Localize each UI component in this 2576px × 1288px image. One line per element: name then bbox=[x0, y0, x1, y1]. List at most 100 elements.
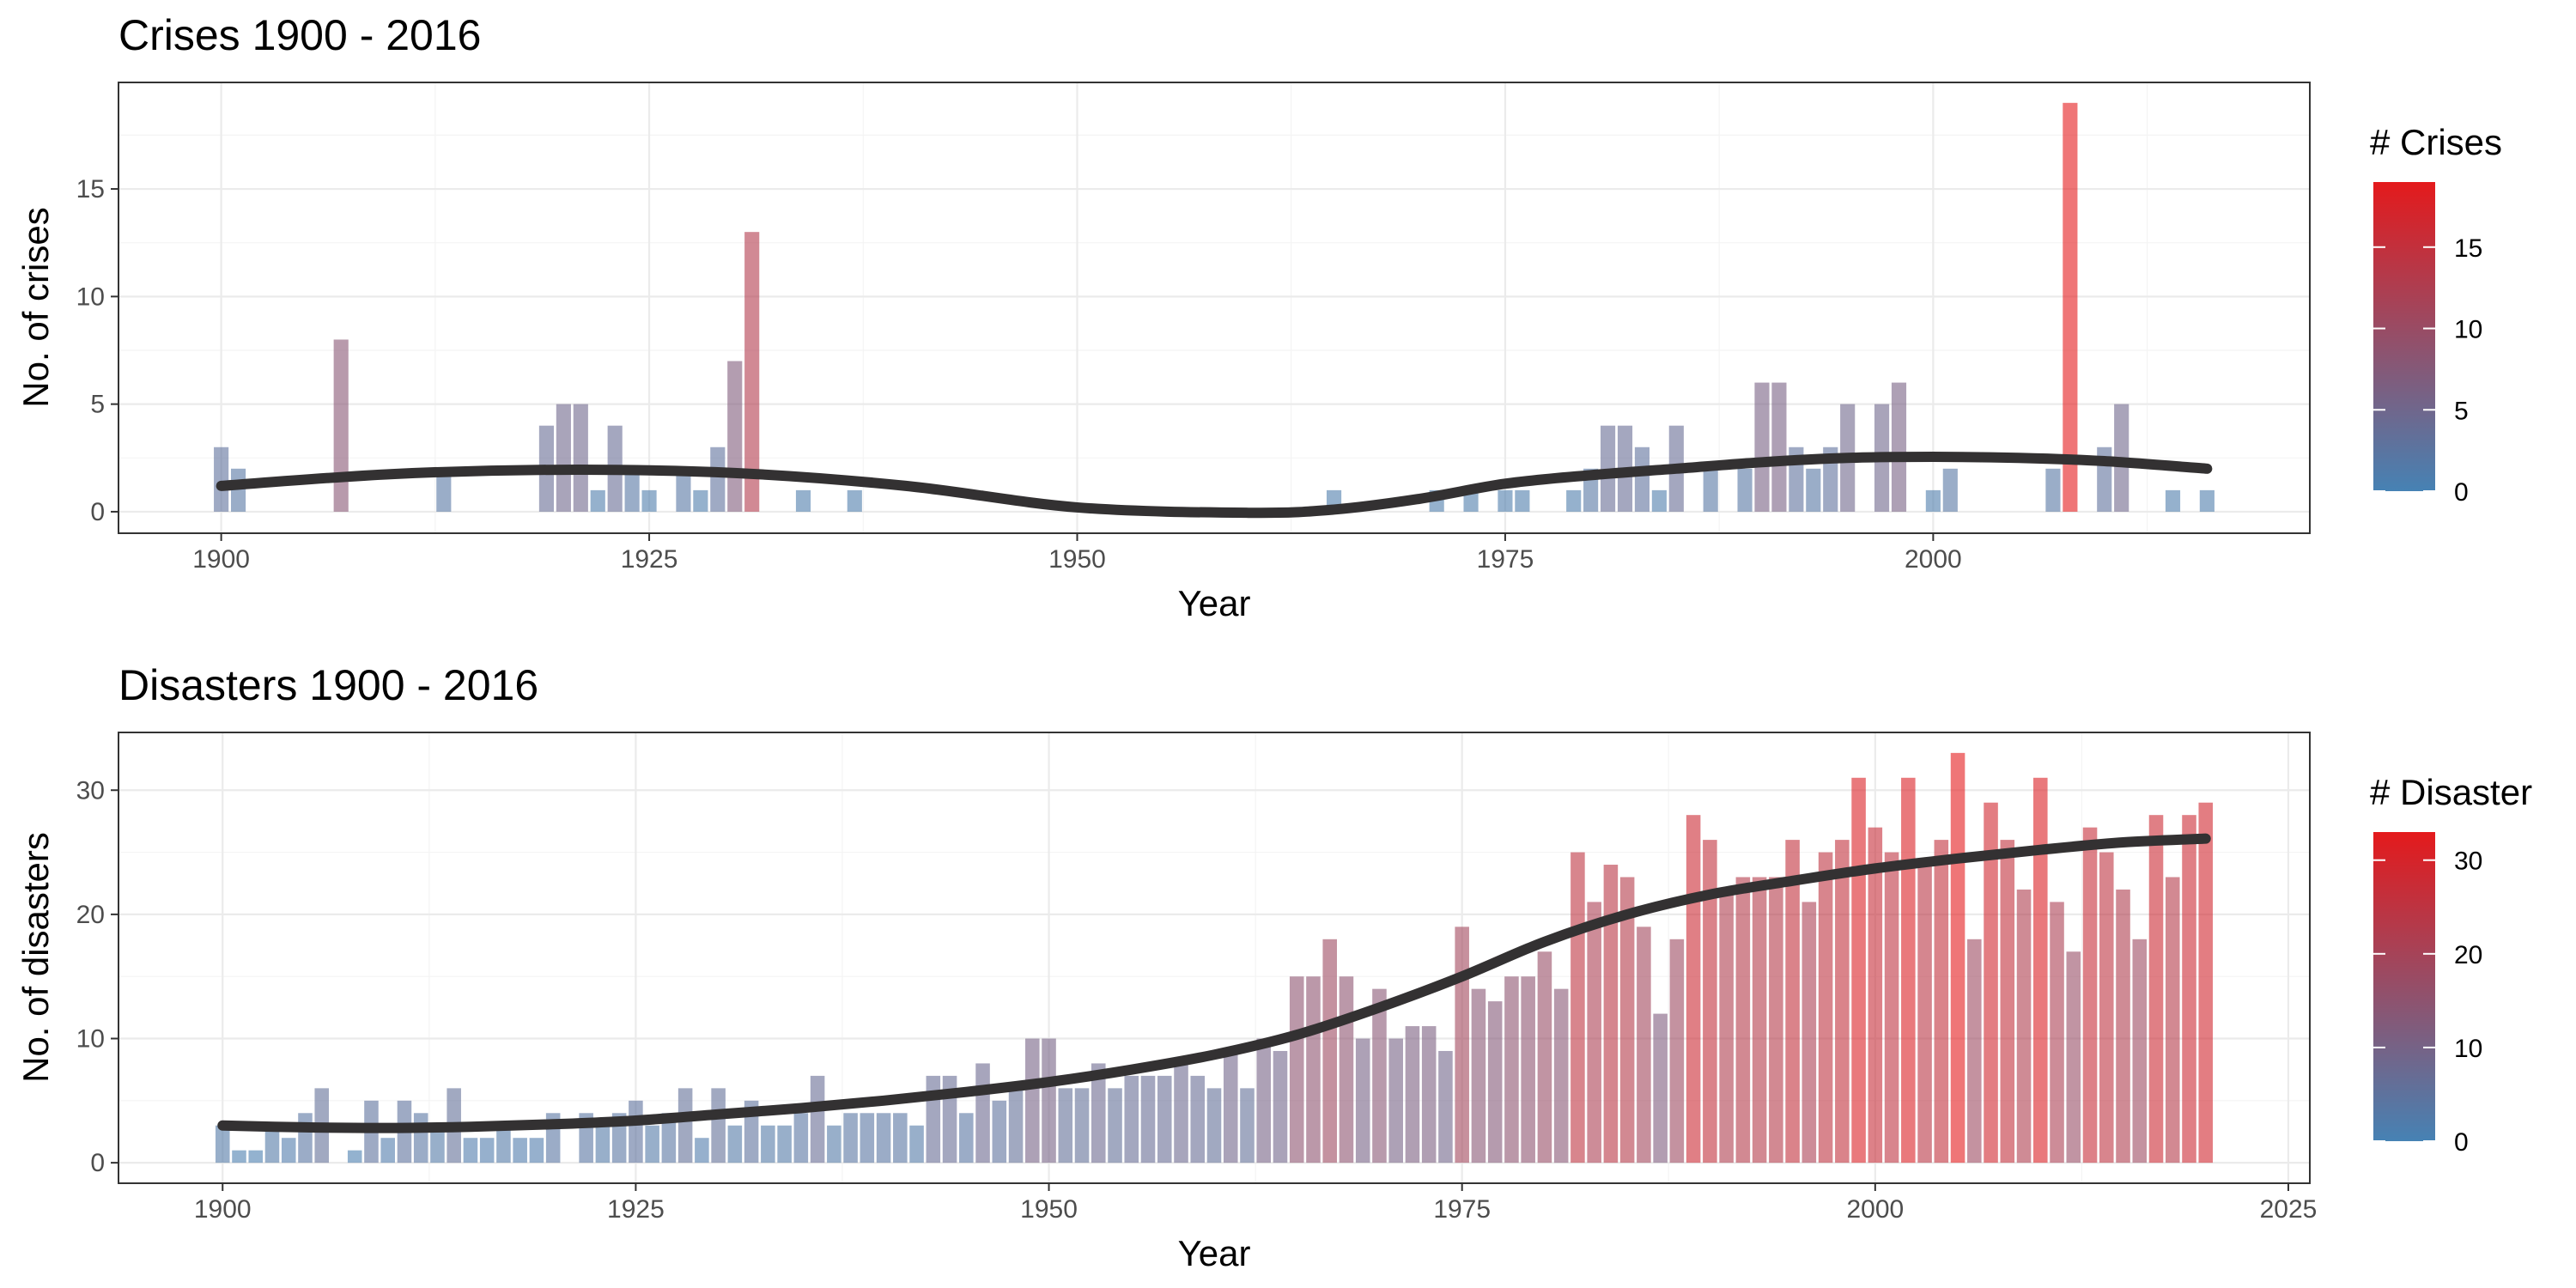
disasters-bar bbox=[1223, 1050, 1238, 1163]
disasters-bar bbox=[1421, 1026, 1437, 1163]
disasters-bar bbox=[1801, 902, 1817, 1163]
disasters-bar bbox=[1405, 1026, 1420, 1163]
disasters-bar bbox=[1521, 976, 1535, 1163]
disasters-bar bbox=[529, 1138, 544, 1163]
crises-bar bbox=[333, 339, 349, 512]
crises-x-axis: 1900 1925 1950 1975 2000 bbox=[192, 533, 1962, 574]
crises-x-tick-label: 1950 bbox=[1048, 545, 1106, 574]
crises-bar bbox=[693, 489, 708, 512]
crises-chart: Crises 1900 - 2016 1900 1925 1950 1975 2000 … bbox=[15, 11, 2502, 623]
disasters-bar bbox=[1140, 1075, 1156, 1163]
disasters-bar bbox=[1619, 877, 1635, 1163]
disasters-bar bbox=[1967, 939, 1982, 1163]
disasters-bar bbox=[1537, 951, 1552, 1163]
crises-bar bbox=[727, 361, 743, 512]
disasters-bar bbox=[1950, 752, 1965, 1163]
disasters-y-tick-label: 30 bbox=[76, 776, 105, 805]
disasters-bar bbox=[1669, 939, 1685, 1163]
crises-y-axis: 0 5 10 15 bbox=[76, 175, 118, 526]
disasters-y-axis: 0 10 20 30 bbox=[76, 776, 118, 1177]
disasters-bar bbox=[1074, 1088, 1090, 1163]
crises-bar bbox=[1771, 382, 1787, 512]
crises-bar bbox=[573, 404, 588, 512]
disasters-bar bbox=[677, 1088, 693, 1163]
disasters-bar bbox=[1206, 1088, 1222, 1163]
disasters-bar bbox=[2050, 902, 2064, 1163]
crises-bar bbox=[1737, 468, 1753, 512]
crises-bar bbox=[1651, 489, 1667, 512]
disasters-x-tick-label: 1900 bbox=[194, 1195, 252, 1224]
crises-bar bbox=[641, 489, 657, 512]
disasters-y-tick-label: 10 bbox=[76, 1025, 105, 1054]
disasters-bar bbox=[264, 1125, 280, 1163]
crises-y-tick-label: 0 bbox=[90, 498, 105, 526]
disasters-bar bbox=[430, 1125, 445, 1163]
disasters-bar bbox=[1571, 852, 1585, 1163]
crises-bar bbox=[2165, 489, 2181, 512]
disasters-bar bbox=[1785, 840, 1800, 1163]
disasters-bar bbox=[761, 1125, 775, 1163]
crises-legend-label: 0 bbox=[2454, 478, 2469, 507]
disasters-bar bbox=[1058, 1088, 1073, 1163]
disasters-bar bbox=[1455, 927, 1469, 1163]
disasters-bar bbox=[1917, 865, 1932, 1163]
disasters-bar bbox=[1637, 927, 1651, 1163]
crises-bar bbox=[2199, 489, 2215, 512]
disasters-bar bbox=[595, 1125, 611, 1163]
disasters-bar bbox=[1553, 988, 1569, 1163]
disasters-bar bbox=[727, 1125, 743, 1163]
crises-bar bbox=[214, 447, 229, 512]
disasters-bar bbox=[2198, 802, 2214, 1163]
disasters-x-axis-title: Year bbox=[1178, 1233, 1251, 1273]
disasters-bar bbox=[1471, 988, 1486, 1163]
crises-bars bbox=[214, 102, 2215, 512]
disasters-bar bbox=[876, 1113, 891, 1163]
disasters-bar bbox=[2000, 840, 2015, 1163]
crises-bar bbox=[744, 232, 760, 512]
disasters-bar bbox=[860, 1113, 875, 1163]
disasters-bar bbox=[2148, 815, 2164, 1163]
crises-bar bbox=[436, 468, 452, 512]
crises-legend-title: # Crises bbox=[2370, 122, 2502, 162]
disasters-bar bbox=[1091, 1063, 1106, 1163]
crises-panel-border bbox=[118, 82, 2311, 534]
disasters-bar bbox=[1851, 777, 1866, 1163]
disasters-y-tick-label: 0 bbox=[90, 1149, 105, 1177]
disasters-bar bbox=[1108, 1088, 1122, 1163]
disasters-bar bbox=[1190, 1075, 1206, 1163]
disasters-bar bbox=[2099, 852, 2114, 1163]
crises-x-tick-label: 1900 bbox=[192, 545, 250, 574]
disasters-bar bbox=[1487, 1001, 1503, 1163]
disasters-legend-label: 0 bbox=[2454, 1128, 2469, 1157]
disasters-bar bbox=[827, 1125, 841, 1163]
disasters-bar bbox=[1901, 777, 1916, 1163]
disasters-bar bbox=[645, 1125, 659, 1163]
disasters-bar bbox=[1653, 1013, 1668, 1163]
disasters-y-axis-title: No. of disasters bbox=[15, 832, 56, 1083]
crises-bar bbox=[230, 468, 246, 512]
disasters-bar bbox=[810, 1075, 825, 1163]
crises-bar bbox=[590, 489, 605, 512]
disasters-legend-title: # Disaster bbox=[2370, 772, 2532, 812]
disasters-bar bbox=[1289, 976, 1304, 1163]
disasters-x-tick-label: 2000 bbox=[1846, 1195, 1904, 1224]
crises-legend-label: 5 bbox=[2454, 397, 2469, 425]
disasters-bar bbox=[695, 1138, 709, 1163]
disasters-bar bbox=[1835, 840, 1850, 1163]
disasters-bar bbox=[1438, 1050, 1453, 1163]
disasters-x-axis: 1900 1925 1950 1975 2000 2025 bbox=[194, 1183, 2317, 1224]
disasters-bar bbox=[1042, 1038, 1056, 1163]
disasters-x-tick-label: 2025 bbox=[2260, 1195, 2318, 1224]
disasters-bar bbox=[1769, 877, 1783, 1163]
disasters-bar bbox=[215, 1125, 230, 1163]
disasters-bar bbox=[959, 1113, 974, 1163]
disasters-bar bbox=[1174, 1063, 1188, 1163]
disasters-bar bbox=[298, 1113, 313, 1163]
disasters-bar bbox=[1008, 1088, 1024, 1163]
crises-chart-title: Crises 1900 - 2016 bbox=[118, 11, 481, 59]
disasters-bar bbox=[1124, 1075, 1139, 1163]
crises-colorbar bbox=[2373, 182, 2435, 491]
crises-y-axis-title: No. of crises bbox=[15, 207, 56, 407]
disasters-bar bbox=[975, 1063, 990, 1163]
disasters-bar bbox=[281, 1138, 296, 1163]
